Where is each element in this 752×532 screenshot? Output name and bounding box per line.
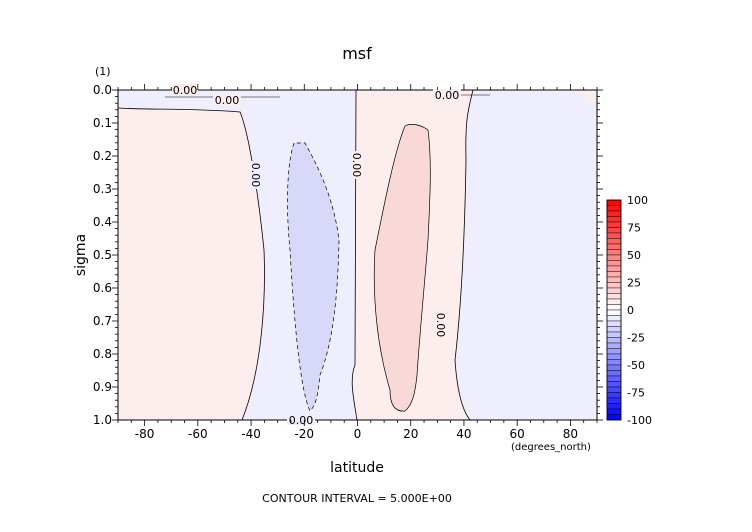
- colorbar-band: [606, 265, 622, 272]
- y-tick-label: 0.8: [93, 347, 112, 361]
- contour-label-bg: [250, 161, 262, 189]
- colorbar-band: [606, 232, 622, 239]
- contour-label-bg: [172, 84, 198, 95]
- colorbar-band: [606, 276, 622, 283]
- x-tick-label: -60: [188, 427, 208, 441]
- colorbar-band: [606, 249, 622, 256]
- colorbar-band: [606, 403, 622, 410]
- colorbar-band: [606, 375, 622, 382]
- x-tick-label: 80: [563, 427, 578, 441]
- x-tick-label: 60: [510, 427, 525, 441]
- y-tick-label: 0.4: [93, 215, 112, 229]
- colorbar-band: [606, 309, 622, 316]
- contour-label: 0.00: [249, 163, 262, 188]
- contour-label-bg: [213, 94, 241, 105]
- contour-label: 0.00: [215, 94, 240, 107]
- y-tick-label: 0.7: [93, 314, 112, 328]
- colorbar-band: [606, 370, 622, 377]
- colorbar-band: [606, 353, 622, 360]
- y-units-label: (1): [95, 65, 111, 78]
- y-tick-label: 0.9: [93, 380, 112, 394]
- contour-field: [118, 90, 597, 420]
- y-tick-label: 1.0: [93, 413, 112, 427]
- colorbar-band: [606, 386, 622, 393]
- contour-label-bg: [287, 414, 315, 425]
- contour-label: 0.00: [173, 84, 198, 97]
- colorbar-band: [606, 216, 622, 223]
- contour-label: 0.00: [350, 153, 363, 178]
- x-tick-label: -40: [241, 427, 261, 441]
- colorbar-band: [606, 348, 622, 355]
- colorbar-band: [606, 359, 622, 366]
- colorbar-tick-label: 100: [627, 194, 648, 207]
- colorbar-band: [606, 397, 622, 404]
- colorbar-band: [606, 199, 622, 206]
- colorbar-band: [606, 337, 622, 344]
- colorbar-band: [606, 364, 622, 371]
- region-positive-core: [373, 124, 431, 412]
- colorbar-tick-label: -100: [627, 414, 652, 427]
- colorbar-band: [606, 298, 622, 305]
- x-tick-label: 40: [456, 427, 471, 441]
- colorbar-band: [606, 227, 622, 234]
- region-negative-north: [455, 90, 597, 420]
- colorbar-band: [606, 238, 622, 245]
- x-tick-label: 0: [354, 427, 362, 441]
- colorbar-band: [606, 254, 622, 261]
- colorbar-tick-label: 75: [627, 222, 641, 235]
- contour-label-bg: [351, 151, 363, 179]
- colorbar-band: [606, 381, 622, 388]
- y-tick-label: 0.5: [93, 248, 112, 262]
- colorbar-band: [606, 210, 622, 217]
- contour-interval-label: CONTOUR INTERVAL = 5.000E+00: [262, 492, 452, 505]
- y-axis: 0.0 0.1 0.2 0.3 0.4 0.5 0.6 0.7 0.8 0.9 1.0: [93, 83, 603, 427]
- colorbar-band: [606, 205, 622, 212]
- colorbar-band: [606, 315, 622, 322]
- colorbar-band: [606, 221, 622, 228]
- contour-label: 0.00: [435, 89, 460, 102]
- contour-label: 0.00: [434, 313, 447, 338]
- y-tick-label: 0.3: [93, 182, 112, 196]
- contour-label: 0.00: [289, 414, 314, 427]
- colorbar-band: [606, 271, 622, 278]
- colorbar-band: [606, 320, 622, 327]
- x-units-label: (degrees_north): [511, 442, 591, 453]
- colorbar-tick-label: 50: [627, 249, 641, 262]
- colorbar: 100 75 50 25 0 -25 -50 -75 -100: [606, 194, 652, 427]
- x-axis: -80 -60 -40 -20 0 20 40 60 80: [117, 84, 598, 441]
- colorbar-band: [606, 392, 622, 399]
- chart-title: msf: [342, 44, 372, 63]
- contour-label-bg: [435, 311, 447, 339]
- colorbar-band: [606, 414, 622, 421]
- x-tick-label: -20: [294, 427, 314, 441]
- colorbar-band: [606, 342, 622, 349]
- colorbar-band: [606, 326, 622, 333]
- colorbar-tick-label: 0: [627, 304, 634, 317]
- colorbar-band: [606, 304, 622, 311]
- colorbar-band: [606, 260, 622, 267]
- zero-contour-north: [454, 90, 474, 420]
- y-tick-label: 0.0: [93, 83, 112, 97]
- colorbar-band: [606, 243, 622, 250]
- colorbar-band: [606, 282, 622, 289]
- y-tick-label: 0.1: [93, 116, 112, 130]
- colorbar-band: [606, 293, 622, 300]
- y-tick-label: 0.6: [93, 281, 112, 295]
- colorbar-tick-label: -25: [627, 332, 645, 345]
- region-negative-core: [287, 142, 340, 412]
- x-axis-label: latitude: [330, 460, 384, 476]
- contour-label-bg: [433, 89, 461, 100]
- x-tick-label: -80: [135, 427, 155, 441]
- colorbar-frame: [606, 199, 622, 421]
- colorbar-band: [606, 408, 622, 415]
- colorbar-tick-label: 25: [627, 277, 641, 290]
- colorbar-band: [606, 331, 622, 338]
- colorbar-band: [606, 287, 622, 294]
- x-tick-label: 20: [403, 427, 418, 441]
- y-tick-label: 0.2: [93, 149, 112, 163]
- y-axis-label: sigma: [73, 234, 89, 276]
- colorbar-tick-label: -50: [627, 359, 645, 372]
- colorbar-tick-label: -75: [627, 387, 645, 400]
